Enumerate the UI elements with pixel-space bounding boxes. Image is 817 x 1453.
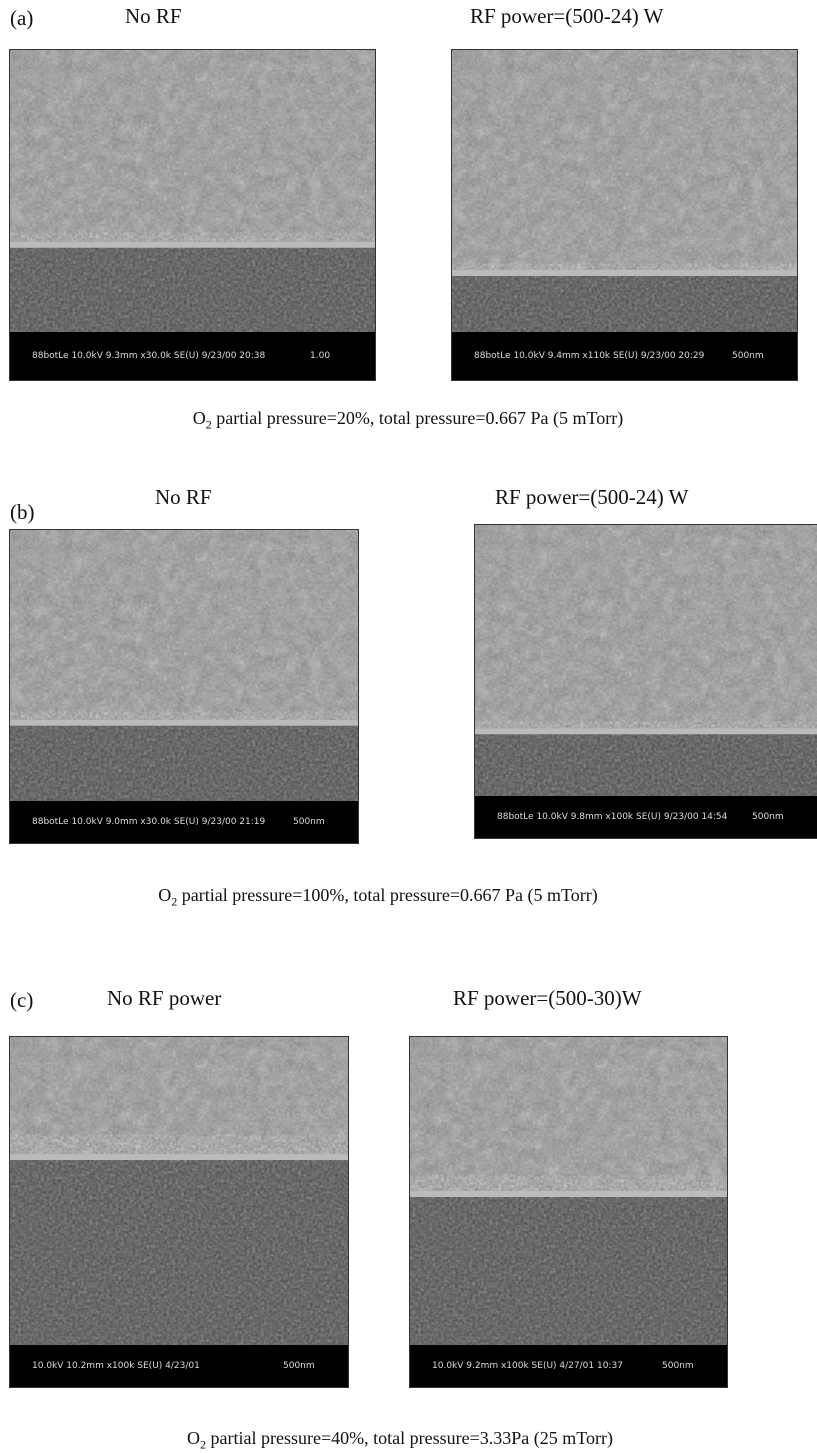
sem-image: 88botLe 10.0kV 9.4mm x110k SE(U) 9/23/00… (451, 49, 798, 381)
texture (452, 269, 797, 276)
scale-label: 500nm (662, 1361, 694, 1371)
image-title: RF power=(500-24) W (470, 4, 664, 28)
info-bar: 88botLe 10.0kV 9.3mm x30.0k SE(U) 9/23/0… (10, 332, 375, 380)
texture (10, 241, 375, 248)
sem-image: 88botLe 10.0kV 9.8mm x100k SE(U) 9/23/00… (474, 524, 817, 839)
image-title: No RF (155, 485, 212, 509)
caption-text: O (192, 408, 206, 428)
caption-sub: 2 (200, 1437, 207, 1452)
scale-label: 500nm (732, 351, 764, 361)
texture (10, 1154, 348, 1161)
scale-label: 500nm (752, 812, 784, 822)
texture (410, 1191, 727, 1197)
caption: O2 partial pressure=40%, total pressure=… (187, 1428, 613, 1453)
scale-label: 500nm (283, 1361, 315, 1371)
texture (10, 241, 375, 332)
texture (475, 728, 817, 735)
micrograph (410, 1037, 727, 1345)
caption-text: O (158, 885, 172, 905)
micrograph (10, 1037, 348, 1345)
sem-image: 88botLe 10.0kV 9.3mm x30.0k SE(U) 9/23/0… (9, 49, 376, 381)
caption-text: partial pressure=100%, total pressure=0.… (177, 885, 598, 905)
caption-sub: 2 (205, 417, 212, 432)
image-title: RF power=(500-30)W (453, 986, 642, 1010)
info-bar: 10.0kV 9.2mm x100k SE(U) 4/27/01 10:37 50… (410, 1345, 727, 1387)
sem-info: 88botLe 10.0kV 9.0mm x30.0k SE(U) 9/23/0… (32, 817, 266, 827)
panel-label: (b) (10, 500, 35, 524)
texture (410, 1191, 727, 1345)
texture (10, 719, 358, 726)
image-title: No RF (125, 4, 182, 28)
micrograph (10, 530, 358, 801)
texture (475, 525, 817, 729)
panel-label: (a) (10, 6, 34, 30)
texture (452, 269, 797, 332)
scale-label: 1.00 (310, 351, 331, 361)
texture (10, 719, 358, 801)
image-title: No RF power (107, 986, 222, 1010)
info-bar: 88botLe 10.0kV 9.8mm x100k SE(U) 9/23/00… (475, 796, 817, 838)
caption-text: partial pressure=20%, total pressure=0.6… (211, 408, 624, 428)
texture (452, 50, 797, 270)
panel-label: (c) (10, 988, 34, 1012)
sem-image: 88botLe 10.0kV 9.0mm x30.0k SE(U) 9/23/0… (9, 529, 359, 844)
caption: O2 partial pressure=20%, total pressure=… (193, 408, 623, 433)
sem-image: 10.0kV 9.2mm x100k SE(U) 4/27/01 10:37 50… (409, 1036, 728, 1388)
micrograph (475, 525, 817, 796)
info-bar: 88botLe 10.0kV 9.0mm x30.0k SE(U) 9/23/0… (10, 801, 358, 843)
sem-info: 10.0kV 10.2mm x100k SE(U) 4/23/01 (32, 1361, 200, 1371)
texture (10, 1154, 348, 1345)
scale-label: 500nm (293, 817, 325, 827)
sem-info: 88botLe 10.0kV 9.4mm x110k SE(U) 9/23/00… (474, 351, 705, 361)
texture (475, 728, 817, 796)
texture (10, 530, 358, 720)
sem-info: 10.0kV 9.2mm x100k SE(U) 4/27/01 10:37 (432, 1361, 623, 1371)
caption-sub: 2 (171, 894, 178, 909)
micrograph (10, 50, 375, 332)
sem-image: 10.0kV 10.2mm x100k SE(U) 4/23/01 500nm (9, 1036, 349, 1388)
sem-info: 88botLe 10.0kV 9.8mm x100k SE(U) 9/23/00… (497, 812, 728, 822)
texture (10, 1037, 348, 1155)
caption-text: partial pressure=40%, total pressure=3.3… (206, 1428, 613, 1448)
caption-text: O (187, 1428, 201, 1448)
image-title: RF power=(500-24) W (495, 485, 689, 509)
texture (10, 50, 375, 242)
sem-info: 88botLe 10.0kV 9.3mm x30.0k SE(U) 9/23/0… (32, 351, 266, 361)
info-bar: 10.0kV 10.2mm x100k SE(U) 4/23/01 500nm (10, 1345, 348, 1387)
texture (410, 1037, 727, 1191)
micrograph (452, 50, 797, 332)
caption: O2 partial pressure=100%, total pressure… (158, 885, 597, 910)
info-bar: 88botLe 10.0kV 9.4mm x110k SE(U) 9/23/00… (452, 332, 797, 380)
